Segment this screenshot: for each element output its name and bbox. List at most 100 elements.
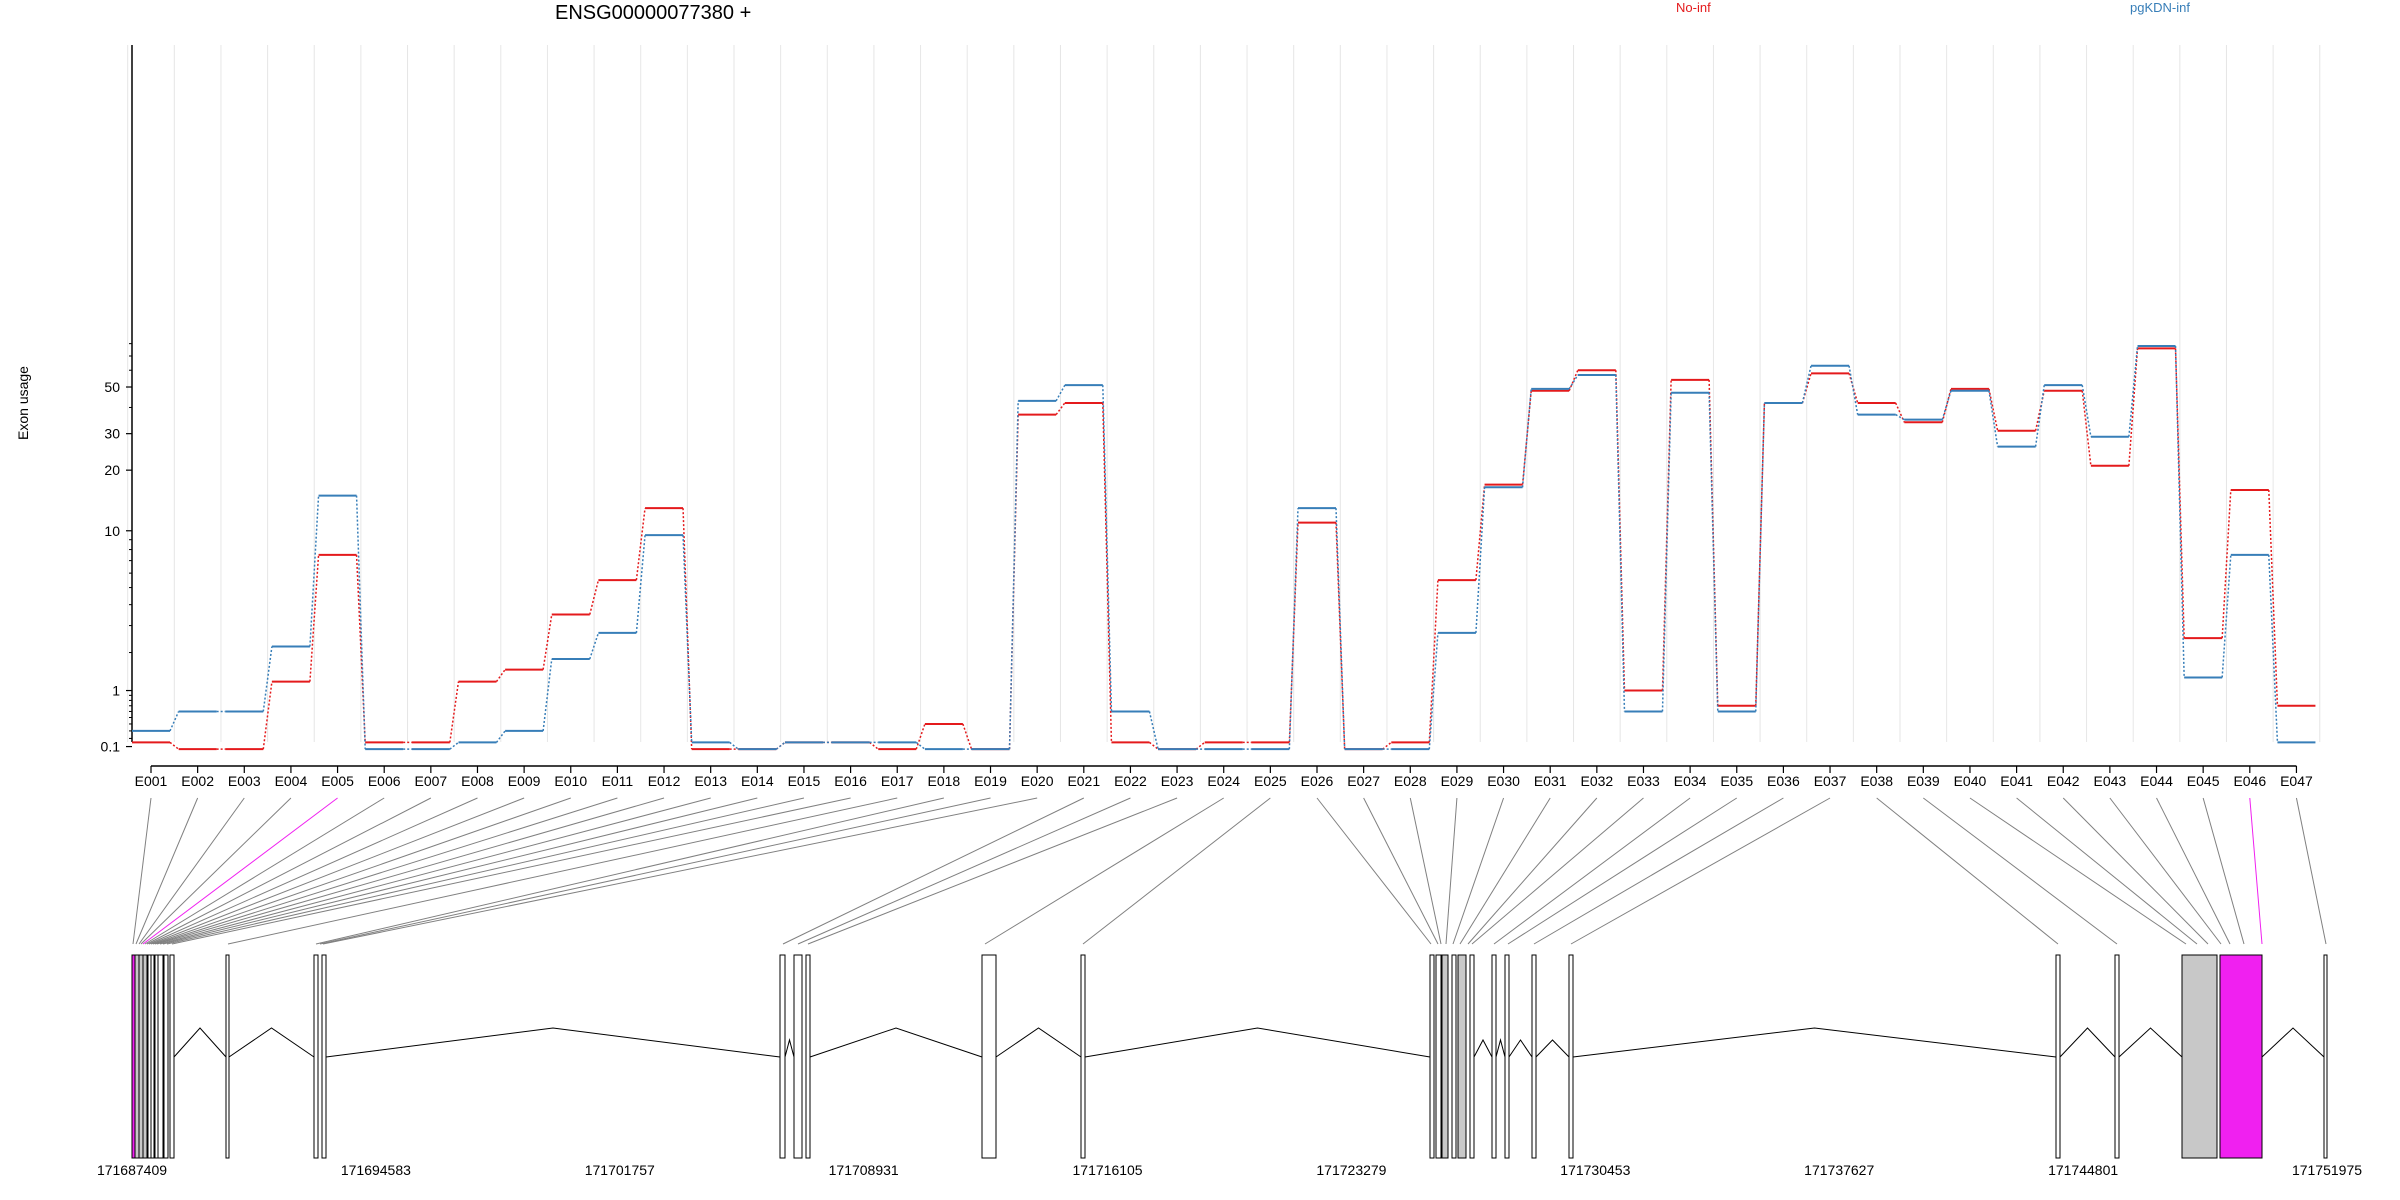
series-connector [542, 658, 553, 732]
series-connector [1895, 413, 1905, 421]
chart-title: ENSG00000077380 + [555, 2, 752, 24]
series-connector [2128, 345, 2139, 437]
genomic-tick-label: 171723279 [1316, 1162, 1386, 1178]
series-connector [869, 741, 879, 750]
exon-box [793, 954, 803, 1159]
exon-labels: E001 E002 E003 E004 E005 E006 E007 E008 E009 E010… [135, 773, 2313, 789]
series-connector [355, 554, 366, 743]
genomic-tick-label: 171708931 [829, 1162, 899, 1178]
exon-label: E021 [1067, 773, 1100, 789]
exon-connector-line [171, 797, 851, 945]
exon-connectors [132, 797, 2327, 945]
exon-connector-line [1452, 797, 1505, 945]
series-connector [1848, 373, 1859, 404]
exon-connector-line [2249, 797, 2263, 945]
exon-box [981, 954, 997, 1159]
exon-connector-line [1459, 797, 1551, 945]
exon-label: E026 [1301, 773, 1334, 789]
exon-label: E010 [554, 773, 587, 789]
exon-label: E006 [368, 773, 401, 789]
series-connector [1382, 741, 1392, 750]
series-connector [1755, 402, 1766, 712]
exon-connector-line [142, 797, 338, 945]
exon-label: E043 [2094, 773, 2127, 789]
exon-box [1080, 954, 1086, 1159]
series-connector [2081, 385, 2092, 437]
series-connector [915, 741, 926, 750]
exon-label: E025 [1254, 773, 1287, 789]
exon-label: E017 [881, 773, 914, 789]
exon-label: E035 [1720, 773, 1753, 789]
y-tick-label: 10 [104, 523, 120, 539]
series-connector [1568, 374, 1579, 390]
y-tick-label: 50 [104, 379, 120, 395]
exon-label: E016 [834, 773, 867, 789]
exon-box [1441, 954, 1449, 1159]
intron-line [1535, 1039, 1570, 1058]
genomic-tick-label: 171694583 [341, 1162, 411, 1178]
y-tick-label: 1 [112, 683, 120, 699]
exon-box [1457, 954, 1467, 1159]
exon-connector-line [807, 797, 1178, 945]
exon-box [225, 954, 230, 1159]
series-connector [1288, 508, 1299, 750]
exon-connector-line [154, 797, 618, 945]
exon-label: E028 [1394, 773, 1427, 789]
series-connector [2268, 554, 2279, 743]
series-connector [915, 723, 926, 750]
exon-connector-line [322, 797, 1038, 945]
exon-box [134, 954, 140, 1159]
series-connector [589, 579, 600, 615]
series-connector [169, 741, 180, 750]
exon-connector-line [140, 797, 292, 945]
exon-label: E038 [1860, 773, 1893, 789]
series-connector [589, 632, 600, 660]
exon-connector-line [132, 797, 152, 945]
exon-box [1435, 954, 1442, 1159]
y-tick-label: 0.1 [101, 739, 121, 755]
exon-connector-line [1533, 797, 1784, 945]
series-lines [132, 344, 2316, 751]
exon-connector-line [146, 797, 432, 945]
exon-label: E031 [1534, 773, 1567, 789]
series-connector [1615, 374, 1626, 712]
intron-line [1473, 1038, 1493, 1058]
exon-connector-line [1507, 797, 1738, 945]
exon-box [157, 954, 164, 1159]
exon-label: E047 [2280, 773, 2313, 789]
exon-label: E008 [461, 773, 494, 789]
exon-label: E014 [741, 773, 774, 789]
exon-label: E011 [602, 773, 634, 789]
intron-line [1572, 1027, 2057, 1058]
y-tick-label: 20 [104, 462, 120, 478]
exon-connector-line [2062, 797, 2209, 945]
genomic-tick-label: 171744801 [2048, 1162, 2118, 1178]
genomic-tick-label: 171737627 [1804, 1162, 1874, 1178]
exon-label: E041 [2000, 773, 2033, 789]
exon-connector-line [1316, 797, 1432, 945]
exon-box [779, 954, 786, 1159]
series-connector [1708, 392, 1719, 712]
exon-label: E027 [1347, 773, 1380, 789]
exon-connector-line [150, 797, 525, 945]
series-connector [1055, 384, 1066, 402]
exon-connector-line [797, 797, 1131, 945]
exon-label: E045 [2187, 773, 2220, 789]
intron-line [228, 1027, 315, 1058]
exon-label: E046 [2233, 773, 2266, 789]
intron-line [2059, 1027, 2116, 1058]
exon-label: E032 [1580, 773, 1613, 789]
legend-pgkdn-inf: pgKDN-inf [2130, 0, 2190, 15]
exon-connector-line [782, 797, 1085, 945]
exon-label: E002 [181, 773, 214, 789]
exon-label: E029 [1441, 773, 1474, 789]
exon-box [1491, 954, 1497, 1159]
series-connector [635, 508, 646, 581]
exon-connector-line [166, 797, 805, 945]
series-connector [1941, 390, 1952, 420]
exon-label: E020 [1021, 773, 1054, 789]
series-connector [1335, 508, 1346, 750]
intron-line [1084, 1027, 1431, 1058]
exon-label: E037 [1814, 773, 1847, 789]
